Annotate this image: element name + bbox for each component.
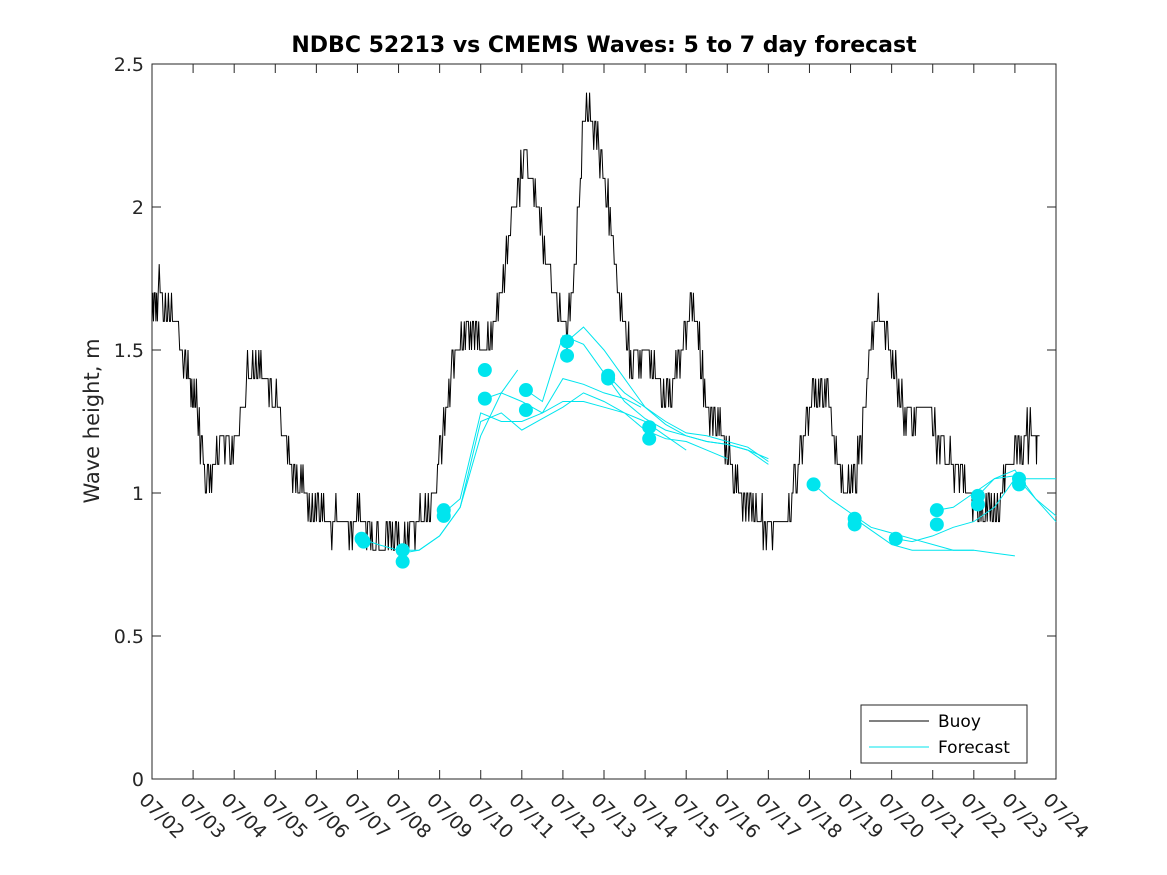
legend: Buoy Forecast [860, 704, 1028, 764]
forecast-marker [1012, 477, 1027, 492]
forecast-marker [518, 383, 533, 398]
forecast-marker [888, 531, 903, 546]
forecast-line [895, 478, 1056, 543]
forecast-marker [518, 403, 533, 418]
forecast-marker [847, 517, 862, 532]
forecast-line [484, 378, 642, 414]
y-tick-label: 1.5 [114, 340, 144, 362]
forecast-marker [395, 554, 410, 569]
forecast-marker [929, 517, 944, 532]
forecast-line [854, 518, 1015, 557]
legend-box [860, 704, 1028, 764]
forecast-marker [642, 431, 657, 446]
y-tick-label: 0.5 [114, 626, 144, 648]
forecast-line [402, 392, 687, 554]
forecast-marker [806, 477, 821, 492]
buoy-line [151, 92, 1040, 551]
y-tick-label: 0 [132, 769, 144, 791]
forecast-line [566, 326, 769, 462]
forecast-line [813, 484, 974, 551]
legend-buoy-label: Buoy [938, 712, 981, 732]
forecast-line [443, 401, 728, 514]
forecast-marker [560, 334, 575, 349]
forecast-marker [356, 534, 371, 549]
y-tick-label: 1 [132, 483, 144, 505]
forecast-marker [477, 391, 492, 406]
chart-title: NDBC 52213 vs CMEMS Waves: 5 to 7 day fo… [291, 33, 917, 58]
forecast-marker [601, 371, 616, 386]
forecast-marker [560, 348, 575, 363]
forecast-marker [436, 508, 451, 523]
y-axis-label: Wave height, m [80, 338, 104, 503]
forecast-line [977, 469, 1057, 522]
forecast-marker [970, 497, 985, 512]
y-tick-label: 2 [132, 197, 144, 219]
forecast-marker [929, 503, 944, 518]
legend-forecast-label: Forecast [938, 738, 1010, 758]
forecast-marker [477, 363, 492, 378]
forecast-line [607, 375, 769, 465]
y-tick-label: 2.5 [114, 54, 144, 76]
